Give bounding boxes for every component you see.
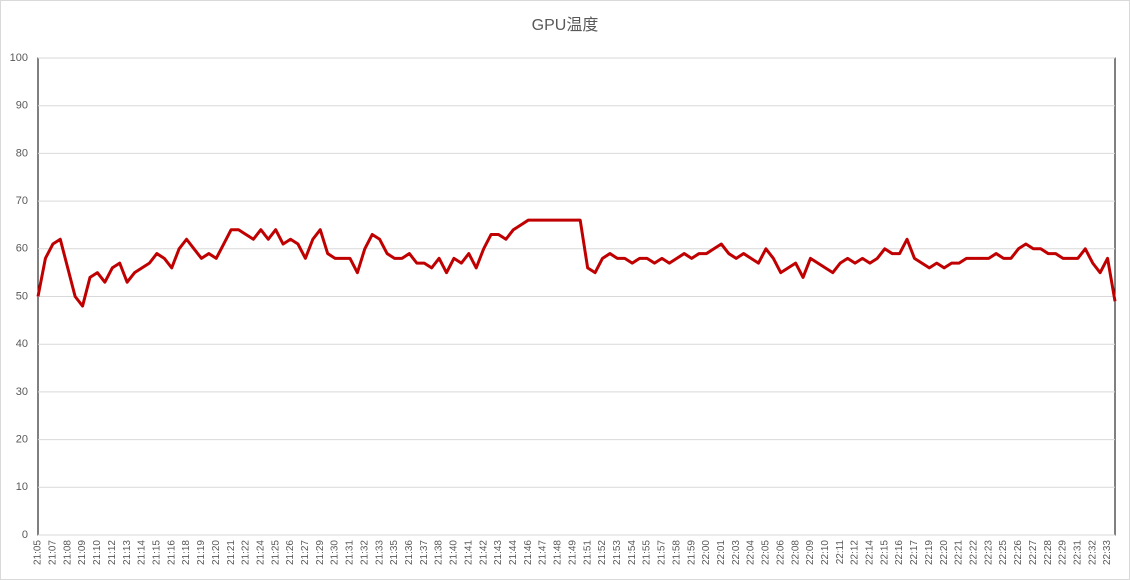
x-tick-label: 22:19 <box>924 540 935 565</box>
x-tick-label: 22:15 <box>879 540 890 565</box>
x-tick-label: 21:32 <box>359 540 370 565</box>
x-tick-label: 21:13 <box>122 540 133 565</box>
x-tick-label: 21:10 <box>92 540 103 565</box>
x-tick-label: 21:41 <box>463 540 474 565</box>
x-tick-label: 22:04 <box>746 540 757 565</box>
y-tick-label: 70 <box>16 195 28 207</box>
x-tick-label: 22:27 <box>1028 540 1039 565</box>
x-tick-label: 21:21 <box>226 540 237 565</box>
x-tick-label: 22:14 <box>865 540 876 565</box>
x-tick-label: 22:09 <box>805 540 816 565</box>
x-tick-label: 21:42 <box>478 540 489 565</box>
x-tick-label: 22:28 <box>1043 540 1054 565</box>
x-tick-label: 21:55 <box>642 540 653 565</box>
x-tick-label: 21:09 <box>77 540 88 565</box>
x-tick-label: 21:15 <box>151 540 162 565</box>
x-tick-label: 21:59 <box>686 540 697 565</box>
y-tick-label: 100 <box>10 52 28 64</box>
x-tick-label: 21:57 <box>657 540 668 565</box>
x-tick-label: 21:38 <box>434 540 445 565</box>
x-tick-label: 21:08 <box>62 540 73 565</box>
x-tick-label: 21:58 <box>671 540 682 565</box>
x-tick-label: 21:54 <box>627 540 638 565</box>
y-tick-label: 40 <box>16 338 28 350</box>
x-tick-label: 21:12 <box>107 540 118 565</box>
x-tick-label: 22:06 <box>775 540 786 565</box>
y-tick-label: 60 <box>16 243 28 255</box>
x-tick-label: 21:19 <box>196 540 207 565</box>
x-tick-label: 21:26 <box>285 540 296 565</box>
x-tick-label: 22:33 <box>1102 540 1113 565</box>
x-tick-label: 21:24 <box>255 540 266 565</box>
x-tick-label: 22:32 <box>1087 540 1098 565</box>
chart-title: GPU温度 <box>532 16 599 34</box>
x-tick-label: 22:16 <box>894 540 905 565</box>
x-tick-label: 22:12 <box>850 540 861 565</box>
x-tick-label: 21:33 <box>374 540 385 565</box>
x-tick-label: 22:29 <box>1058 540 1069 565</box>
y-tick-label: 0 <box>22 529 28 541</box>
y-tick-label: 30 <box>16 386 28 398</box>
x-tick-label: 21:30 <box>330 540 341 565</box>
x-tick-label: 21:43 <box>493 540 504 565</box>
x-tick-label: 22:08 <box>790 540 801 565</box>
x-tick-label: 21:47 <box>538 540 549 565</box>
y-tick-label: 80 <box>16 147 28 159</box>
x-tick-label: 22:11 <box>835 540 846 565</box>
x-tick-label: 21:35 <box>389 540 400 565</box>
x-tick-label: 21:25 <box>270 540 281 565</box>
x-tick-label: 21:27 <box>300 540 311 565</box>
y-tick-label: 90 <box>16 100 28 112</box>
x-tick-label: 22:10 <box>820 540 831 565</box>
series-line <box>36 218 1117 308</box>
x-tick-label: 22:23 <box>983 540 994 565</box>
y-tick-label: 20 <box>16 434 28 446</box>
x-tick-label: 22:17 <box>909 540 920 565</box>
x-tick-label: 21:40 <box>449 540 460 565</box>
x-tick-label: 21:22 <box>241 540 252 565</box>
x-tick-label: 21:52 <box>597 540 608 565</box>
x-tick-label: 22:26 <box>1013 540 1024 565</box>
x-tick-label: 22:21 <box>954 540 965 565</box>
x-tick-label: 21:49 <box>567 540 578 565</box>
x-tick-label: 21:14 <box>137 540 148 565</box>
x-tick-label: 21:48 <box>553 540 564 565</box>
y-tick-label: 10 <box>16 481 28 493</box>
x-tick-label: 22:01 <box>716 540 727 565</box>
x-tick-label: 21:37 <box>419 540 430 565</box>
x-tick-label: 22:20 <box>939 540 950 565</box>
x-tick-label: 21:05 <box>33 540 44 565</box>
x-tick-label: 21:07 <box>47 540 58 565</box>
x-tick-label: 21:51 <box>582 540 593 565</box>
x-tick-label: 22:00 <box>701 540 712 565</box>
x-tick-label: 22:05 <box>761 540 772 565</box>
x-tick-label: 22:25 <box>998 540 1009 565</box>
x-tick-label: 21:31 <box>345 540 356 565</box>
x-tick-label: 21:20 <box>211 540 222 565</box>
x-tick-label: 21:53 <box>612 540 623 565</box>
x-tick-label: 21:44 <box>508 540 519 565</box>
x-tick-label: 21:16 <box>166 540 177 565</box>
x-tick-label: 21:29 <box>315 540 326 565</box>
x-tick-label: 21:18 <box>181 540 192 565</box>
y-tick-label: 50 <box>16 290 28 302</box>
x-tick-label: 21:36 <box>404 540 415 565</box>
x-tick-label: 22:03 <box>731 540 742 565</box>
x-tick-label: 22:31 <box>1073 540 1084 565</box>
x-tick-label: 21:46 <box>523 540 534 565</box>
x-tick-label: 22:22 <box>969 540 980 565</box>
